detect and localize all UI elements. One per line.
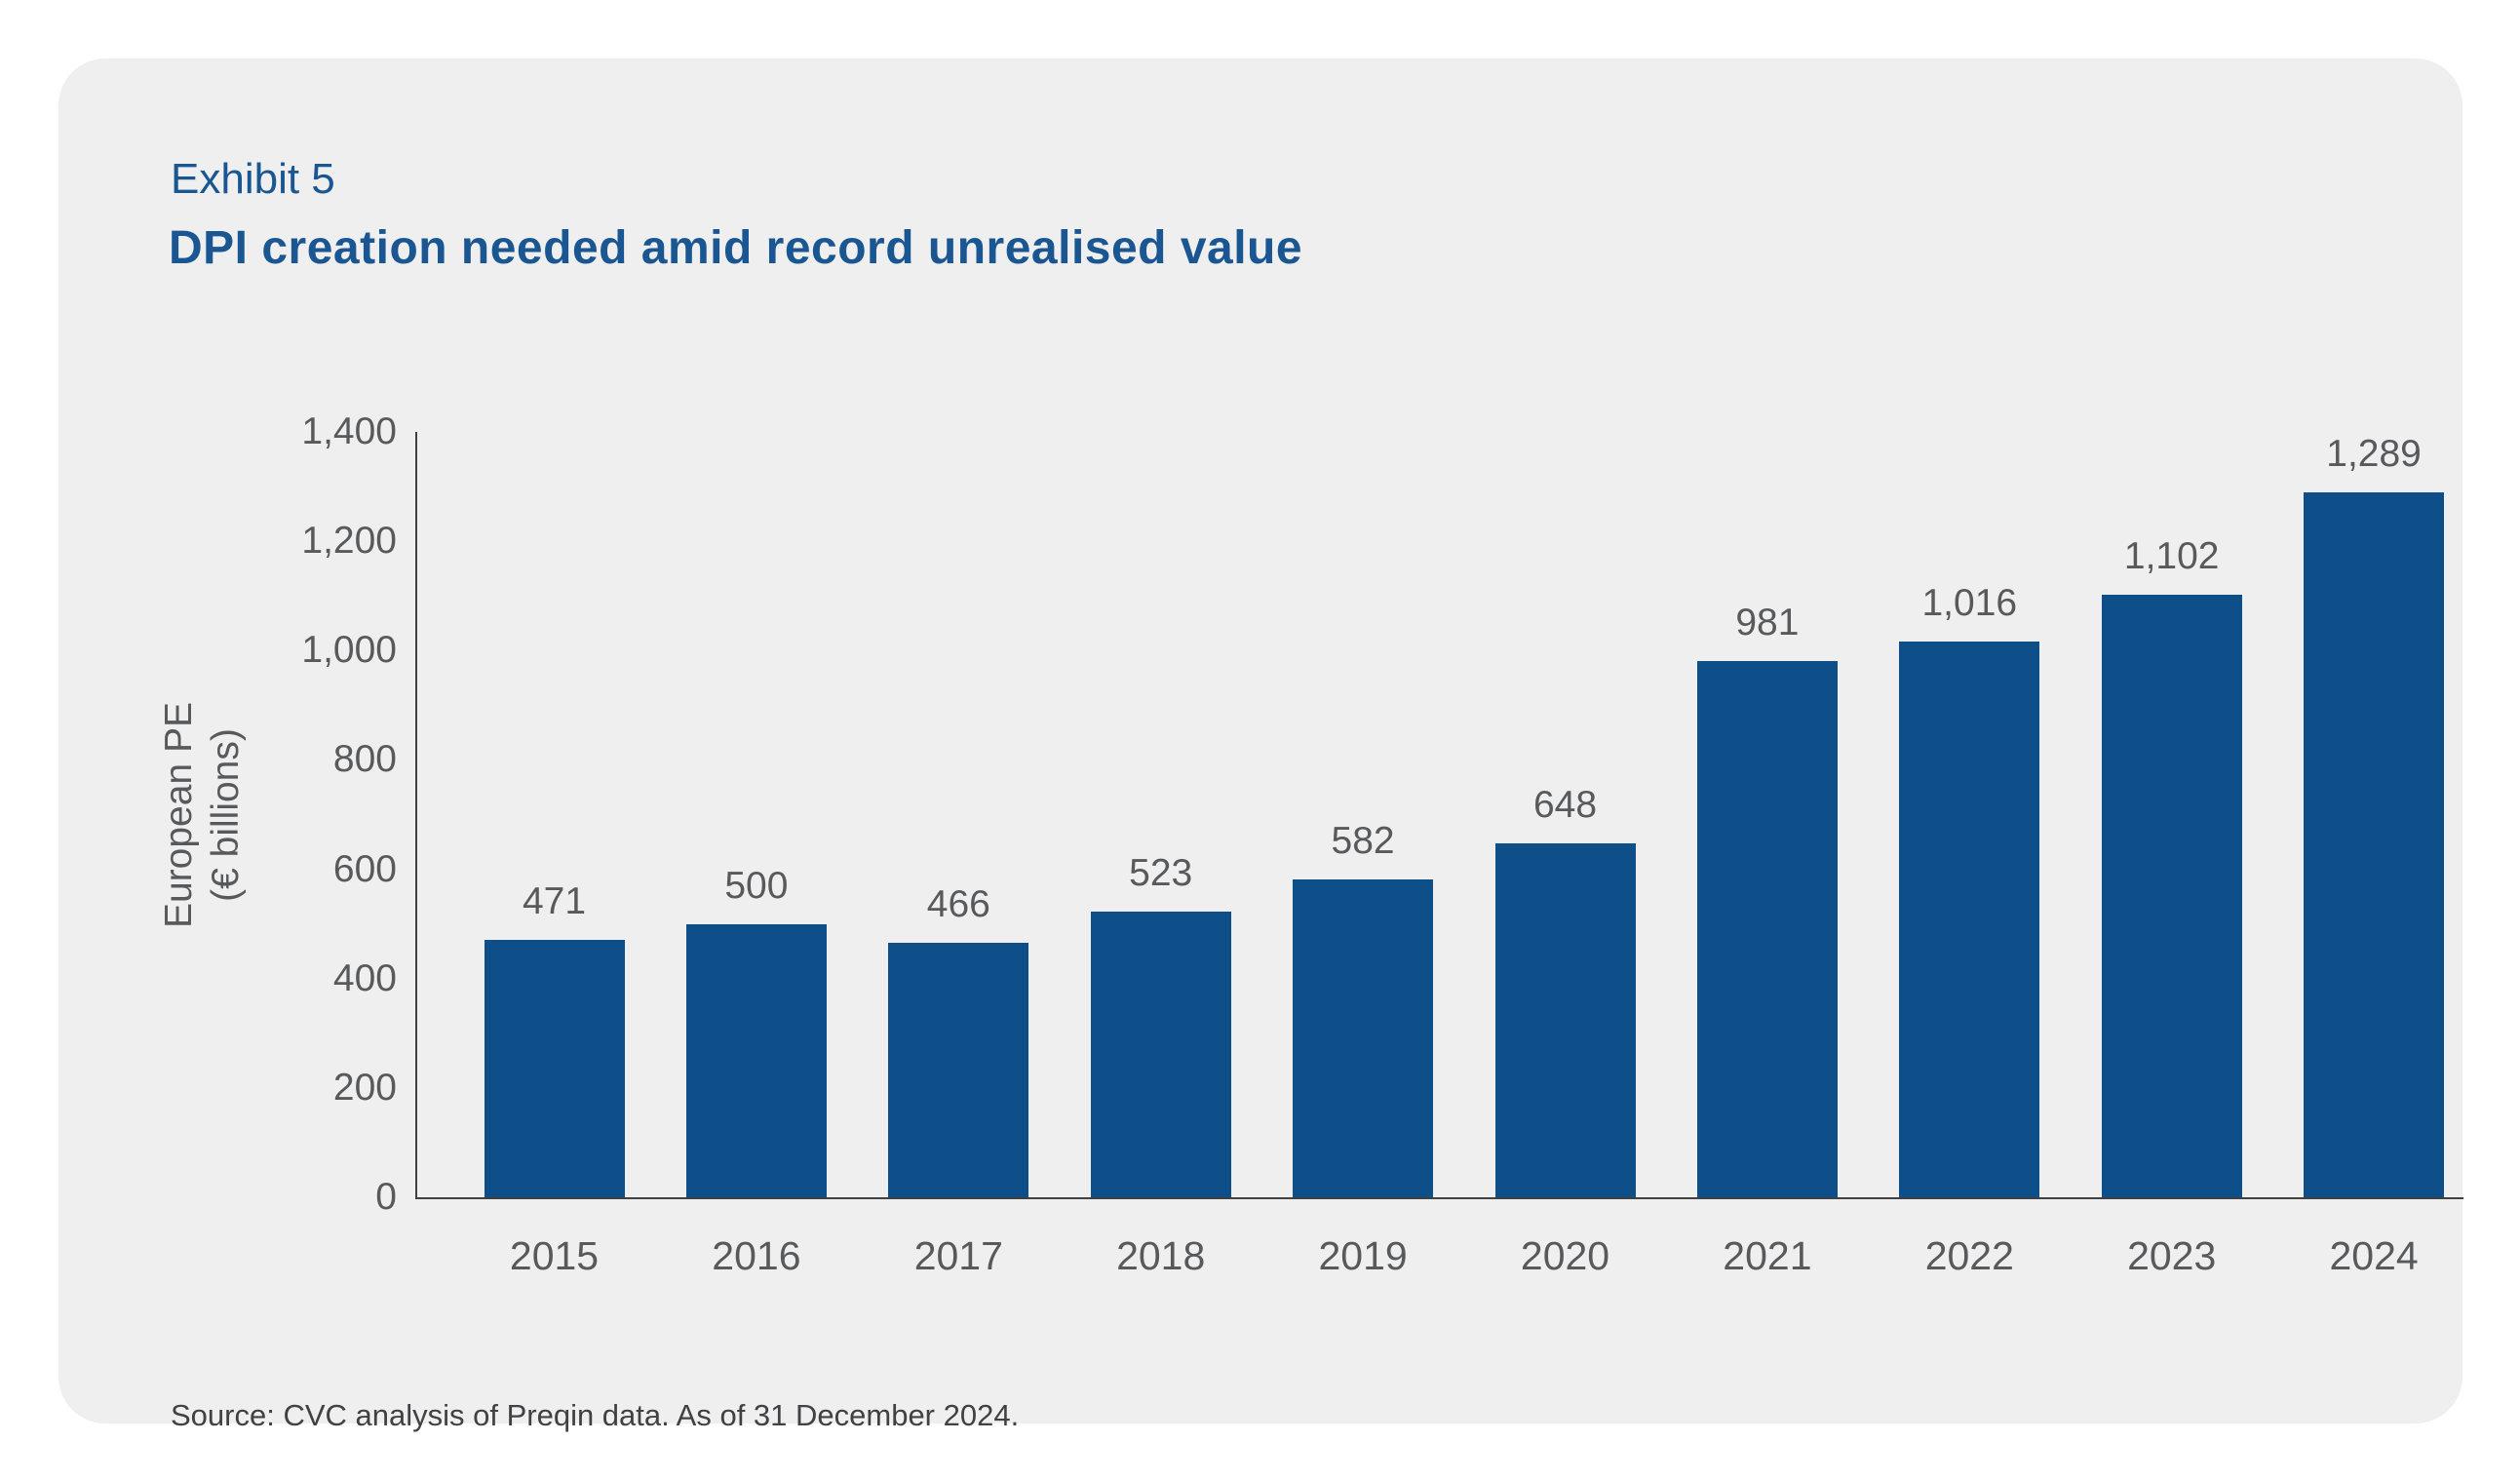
- y-axis-title: European PE (€ billions): [156, 521, 253, 1110]
- bar-value-label: 500: [724, 865, 789, 907]
- x-tick-label: 2015: [509, 1233, 600, 1278]
- bar-2016: [685, 924, 827, 1197]
- y-tick-label: 1,200: [301, 520, 397, 563]
- y-tick-label: 600: [332, 847, 397, 890]
- x-tick-label: 2023: [2127, 1233, 2217, 1278]
- bar-2024: [2304, 492, 2445, 1197]
- bar-2018: [1090, 912, 1231, 1197]
- bar-value-label: 981: [1735, 602, 1800, 643]
- bar-2015: [484, 940, 625, 1197]
- x-tick-label: 2021: [1723, 1233, 1812, 1278]
- x-tick-label: 2016: [712, 1233, 801, 1278]
- bar-2019: [1293, 879, 1434, 1197]
- bar-2017: [888, 943, 1029, 1197]
- y-tick-label: 200: [332, 1066, 397, 1109]
- bar-2022: [1899, 642, 2040, 1197]
- x-tick-label: 2022: [1924, 1233, 2014, 1278]
- exhibit-label: Exhibit 5: [171, 155, 335, 203]
- x-tick-label: 2020: [1520, 1233, 1610, 1278]
- y-tick-label: 400: [332, 956, 397, 999]
- bar-value-label: 1,102: [2123, 535, 2220, 577]
- chart-title: DPI creation needed amid record unrealis…: [169, 222, 1303, 274]
- bar-value-label: 648: [1532, 784, 1598, 826]
- bar-value-label: 466: [926, 883, 990, 925]
- x-tick-label: 2024: [2329, 1233, 2419, 1278]
- y-axis-title-line1: European PE: [158, 702, 200, 929]
- x-tick-label: 2017: [913, 1233, 1003, 1278]
- exhibit-card: Exhibit 5 DPI creation needed amid recor…: [58, 58, 2463, 1432]
- y-tick-label: 1,000: [301, 629, 397, 672]
- bar-2021: [1696, 661, 1838, 1197]
- bar-2023: [2101, 595, 2242, 1197]
- x-tick-label: 2018: [1116, 1233, 1206, 1278]
- bar-2020: [1494, 843, 1636, 1197]
- bar-value-label: 582: [1331, 820, 1395, 862]
- bar-value-label: 523: [1129, 852, 1193, 894]
- y-axis-line: [415, 432, 417, 1199]
- bar-value-label: 471: [522, 880, 587, 922]
- x-axis-line: [415, 1197, 2463, 1199]
- y-axis-title-line2: (€ billions): [205, 728, 247, 902]
- bar-value-label: 1,289: [2326, 433, 2422, 475]
- y-tick-label: 1,400: [301, 410, 397, 452]
- y-tick-label: 0: [375, 1176, 397, 1218]
- source-note: Source: CVC analysis of Preqin data. As …: [171, 1398, 1020, 1432]
- x-tick-label: 2019: [1318, 1233, 1408, 1278]
- y-tick-label: 800: [332, 738, 397, 781]
- bar-value-label: 1,016: [1921, 582, 2018, 624]
